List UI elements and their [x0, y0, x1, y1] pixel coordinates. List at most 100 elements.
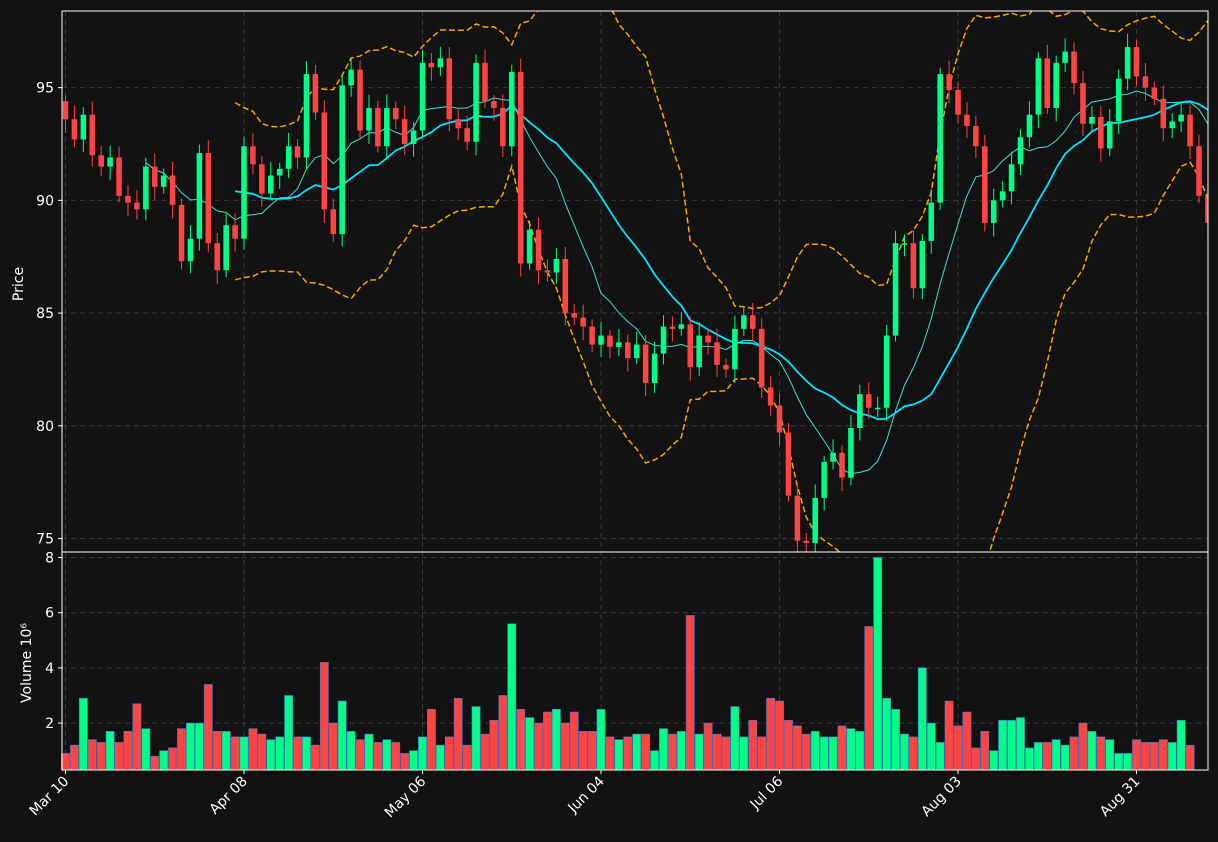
candle-body — [348, 69, 354, 86]
candle-body — [776, 405, 783, 433]
candle-body — [767, 387, 774, 406]
volume-bar — [882, 697, 892, 771]
volume-bar — [944, 700, 954, 771]
volume-bar — [614, 739, 624, 771]
candle-body — [830, 452, 836, 462]
candle-body — [134, 202, 140, 210]
candle-body — [571, 313, 578, 318]
candle-body — [321, 112, 328, 210]
volume-bar — [980, 731, 990, 771]
volume-bar — [1042, 742, 1052, 771]
candle-body — [410, 130, 417, 144]
candle-body — [883, 335, 890, 408]
candle-body — [669, 326, 676, 329]
candle-body — [375, 107, 381, 147]
volume-bar — [801, 733, 811, 771]
candle-body — [223, 225, 229, 271]
volume-bar — [319, 662, 329, 771]
candle-body — [687, 324, 694, 368]
volume-bar — [560, 722, 570, 771]
volume-bar — [534, 722, 543, 771]
candle-body — [259, 164, 265, 194]
volume-bar — [337, 700, 347, 771]
volume-bar — [78, 697, 88, 771]
candle-body — [392, 107, 399, 120]
candle-body — [589, 326, 595, 345]
volume-bar — [998, 720, 1008, 771]
volume-bar — [284, 695, 294, 771]
candle-body — [116, 157, 122, 196]
volume-bar — [1167, 742, 1177, 771]
candle-body — [71, 119, 78, 140]
candle-body — [366, 107, 372, 131]
candle-body — [250, 146, 256, 165]
price-tick-label: 80 — [36, 419, 54, 435]
candle-body — [339, 85, 345, 235]
volume-bar — [1051, 739, 1061, 771]
candle-body — [660, 326, 667, 354]
candle-body — [169, 175, 176, 205]
moving-average-slow-line — [234, 100, 1208, 421]
candle-body — [544, 270, 551, 273]
volume-bar — [177, 728, 186, 771]
volume-bar — [525, 717, 535, 771]
candle-body — [312, 74, 319, 113]
candle-body — [848, 428, 854, 478]
volume-bar — [792, 725, 802, 771]
volume-tick-label: 2 — [45, 716, 54, 732]
volume-bar — [1078, 722, 1088, 771]
volume-bar — [400, 753, 410, 771]
volume-bar — [908, 736, 918, 771]
volume-bar — [650, 750, 659, 771]
volume-bar — [676, 731, 686, 771]
volume-bar — [685, 615, 695, 771]
volume-bar — [1132, 739, 1141, 771]
candle-body — [714, 342, 720, 365]
candle-body — [696, 335, 702, 368]
candle-body — [241, 146, 247, 239]
candle-body — [1098, 116, 1104, 149]
candle-body — [89, 114, 96, 156]
volume-bar — [480, 733, 490, 771]
volume-bar — [132, 703, 142, 771]
price-axis-label: Price — [11, 267, 27, 301]
volume-bar — [1087, 731, 1097, 771]
volume-bar — [1149, 742, 1159, 771]
volume-bar — [203, 684, 213, 771]
candle-body — [446, 58, 453, 120]
grid — [62, 11, 1208, 770]
candle-body — [892, 243, 899, 336]
volume-bar — [194, 722, 204, 771]
candle-body — [268, 175, 274, 194]
candle-body — [990, 200, 997, 223]
volume-bar — [123, 731, 133, 771]
volume-bar — [186, 722, 195, 771]
candle-body — [946, 74, 952, 90]
volume-bar — [757, 736, 767, 771]
candle-body — [276, 168, 283, 176]
candle-body — [473, 62, 479, 142]
volume-bar — [346, 731, 356, 771]
candle-body — [205, 153, 212, 244]
candle-body — [1187, 114, 1193, 147]
candle-body — [1133, 47, 1140, 77]
volume-bar — [311, 744, 320, 771]
volume-bar — [1176, 720, 1186, 771]
candle-body — [1080, 83, 1086, 124]
volume-bar — [471, 706, 481, 771]
volume-bar — [266, 739, 276, 771]
volume-bar — [1185, 744, 1195, 771]
candle-body — [705, 335, 711, 343]
volume-bar — [70, 744, 79, 771]
volume-bar — [150, 755, 160, 771]
volume-bar — [989, 750, 999, 771]
volume-bar — [1025, 747, 1034, 771]
volume-bar — [828, 736, 838, 771]
candle-body — [758, 328, 765, 388]
candle-body — [812, 497, 818, 543]
candle-body — [723, 364, 729, 370]
volume-bar — [703, 722, 713, 771]
price-tick-label: 90 — [36, 193, 54, 209]
